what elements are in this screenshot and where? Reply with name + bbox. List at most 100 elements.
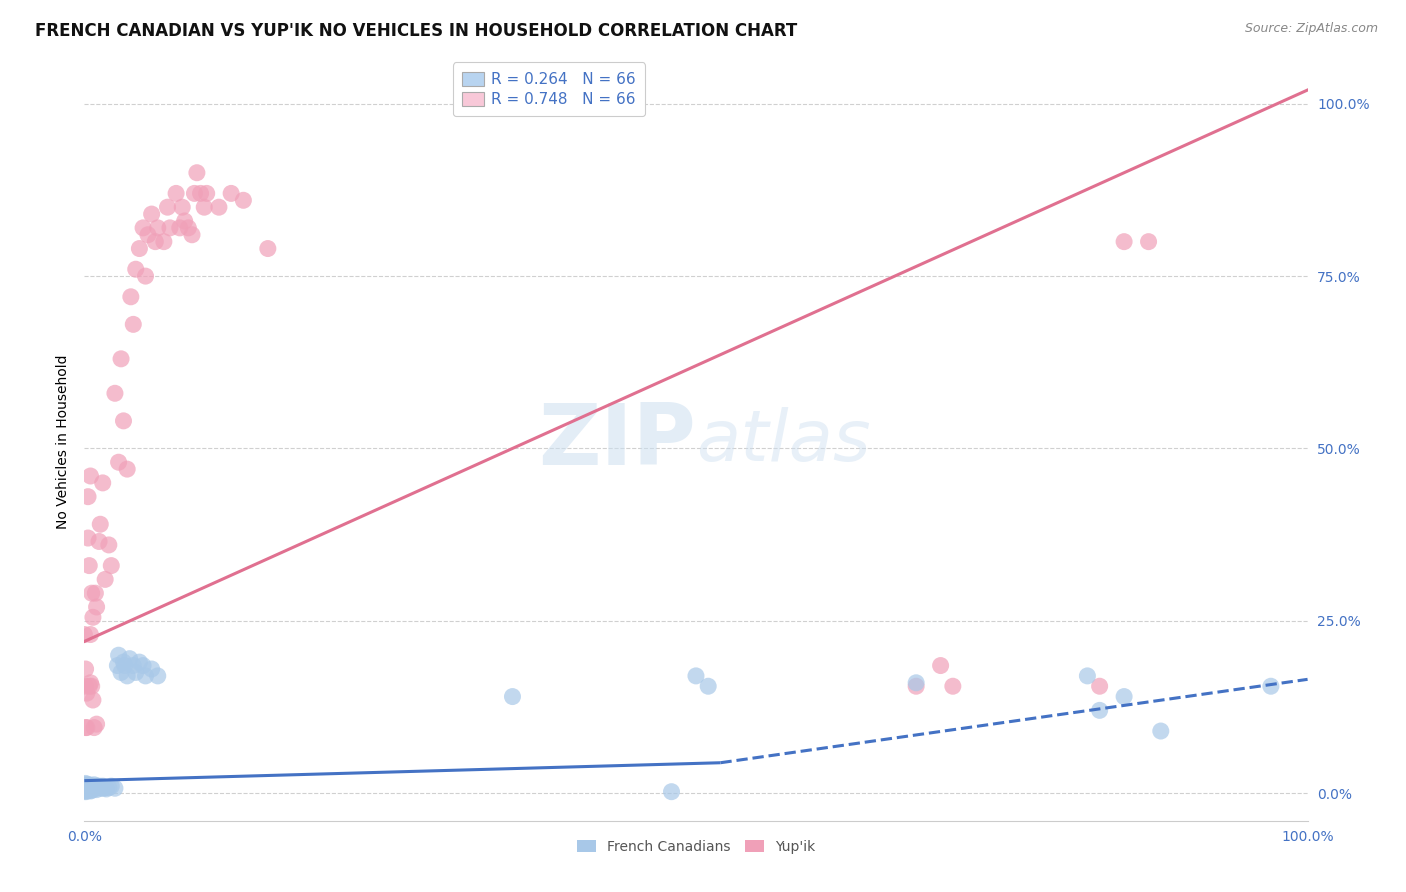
Point xyxy=(79,779,101,793)
Point xyxy=(87,534,110,549)
Point xyxy=(125,665,148,680)
Point xyxy=(86,717,108,731)
Point xyxy=(219,186,242,201)
Point xyxy=(190,186,212,201)
Point xyxy=(195,186,218,201)
Point xyxy=(135,669,157,683)
Point xyxy=(112,655,135,669)
Point xyxy=(165,186,187,201)
Point xyxy=(80,780,103,795)
Point xyxy=(91,475,114,490)
Point xyxy=(83,721,105,735)
Point xyxy=(153,235,176,249)
Point xyxy=(84,781,107,796)
Point xyxy=(75,721,97,735)
Y-axis label: No Vehicles in Household: No Vehicles in Household xyxy=(56,354,70,529)
Point xyxy=(76,784,98,798)
Point xyxy=(135,269,157,284)
Point xyxy=(110,351,132,366)
Point xyxy=(107,648,129,663)
Point xyxy=(1260,679,1282,693)
Point xyxy=(1114,235,1136,249)
Point xyxy=(128,655,150,669)
Point xyxy=(1088,679,1111,693)
Point xyxy=(661,785,683,799)
Point xyxy=(76,778,98,792)
Point xyxy=(75,781,97,796)
Text: ZIP: ZIP xyxy=(538,400,696,483)
Point xyxy=(90,780,112,795)
Point xyxy=(77,778,100,792)
Point xyxy=(128,242,150,256)
Point xyxy=(110,665,132,680)
Point xyxy=(105,658,128,673)
Point xyxy=(502,690,524,704)
Point xyxy=(697,679,720,693)
Point xyxy=(89,781,111,796)
Point xyxy=(75,776,97,790)
Point xyxy=(173,214,195,228)
Point xyxy=(169,220,191,235)
Point xyxy=(82,693,104,707)
Point xyxy=(177,220,200,235)
Point xyxy=(156,200,179,214)
Point xyxy=(75,783,97,797)
Point xyxy=(77,780,100,795)
Point xyxy=(104,386,127,401)
Point xyxy=(79,627,101,641)
Point xyxy=(100,779,122,793)
Point xyxy=(73,784,96,798)
Point xyxy=(94,780,117,795)
Point xyxy=(79,675,101,690)
Point xyxy=(73,780,96,795)
Point xyxy=(100,558,122,573)
Point xyxy=(120,290,142,304)
Point xyxy=(141,207,163,221)
Text: FRENCH CANADIAN VS YUP'IK NO VEHICLES IN HOUSEHOLD CORRELATION CHART: FRENCH CANADIAN VS YUP'IK NO VEHICLES IN… xyxy=(35,22,797,40)
Point xyxy=(146,669,169,683)
Point xyxy=(76,686,98,700)
Point xyxy=(132,220,155,235)
Point xyxy=(1137,235,1160,249)
Point xyxy=(79,784,101,798)
Point xyxy=(1088,703,1111,717)
Point xyxy=(86,782,108,797)
Point xyxy=(97,780,120,795)
Point xyxy=(91,779,114,793)
Point xyxy=(685,669,707,683)
Point xyxy=(183,186,205,201)
Point xyxy=(159,220,181,235)
Point xyxy=(73,627,96,641)
Point xyxy=(75,785,97,799)
Text: atlas: atlas xyxy=(696,407,870,476)
Point xyxy=(76,721,98,735)
Point xyxy=(112,414,135,428)
Point xyxy=(97,538,120,552)
Point xyxy=(77,558,100,573)
Point xyxy=(80,783,103,797)
Point xyxy=(114,658,136,673)
Point xyxy=(1114,690,1136,704)
Point xyxy=(82,779,104,793)
Point xyxy=(107,455,129,469)
Point xyxy=(77,781,100,796)
Point xyxy=(77,679,100,693)
Point xyxy=(132,658,155,673)
Point xyxy=(115,462,138,476)
Text: Source: ZipAtlas.com: Source: ZipAtlas.com xyxy=(1244,22,1378,36)
Point xyxy=(89,517,111,532)
Point xyxy=(208,200,231,214)
Point xyxy=(75,779,97,793)
Point xyxy=(75,679,97,693)
Point xyxy=(77,783,100,797)
Point xyxy=(83,778,105,792)
Point xyxy=(75,662,97,676)
Point xyxy=(77,782,100,797)
Point xyxy=(143,235,166,249)
Point xyxy=(79,469,101,483)
Point xyxy=(905,679,928,693)
Point xyxy=(82,610,104,624)
Point xyxy=(94,573,117,587)
Point xyxy=(80,679,103,693)
Point xyxy=(83,780,105,795)
